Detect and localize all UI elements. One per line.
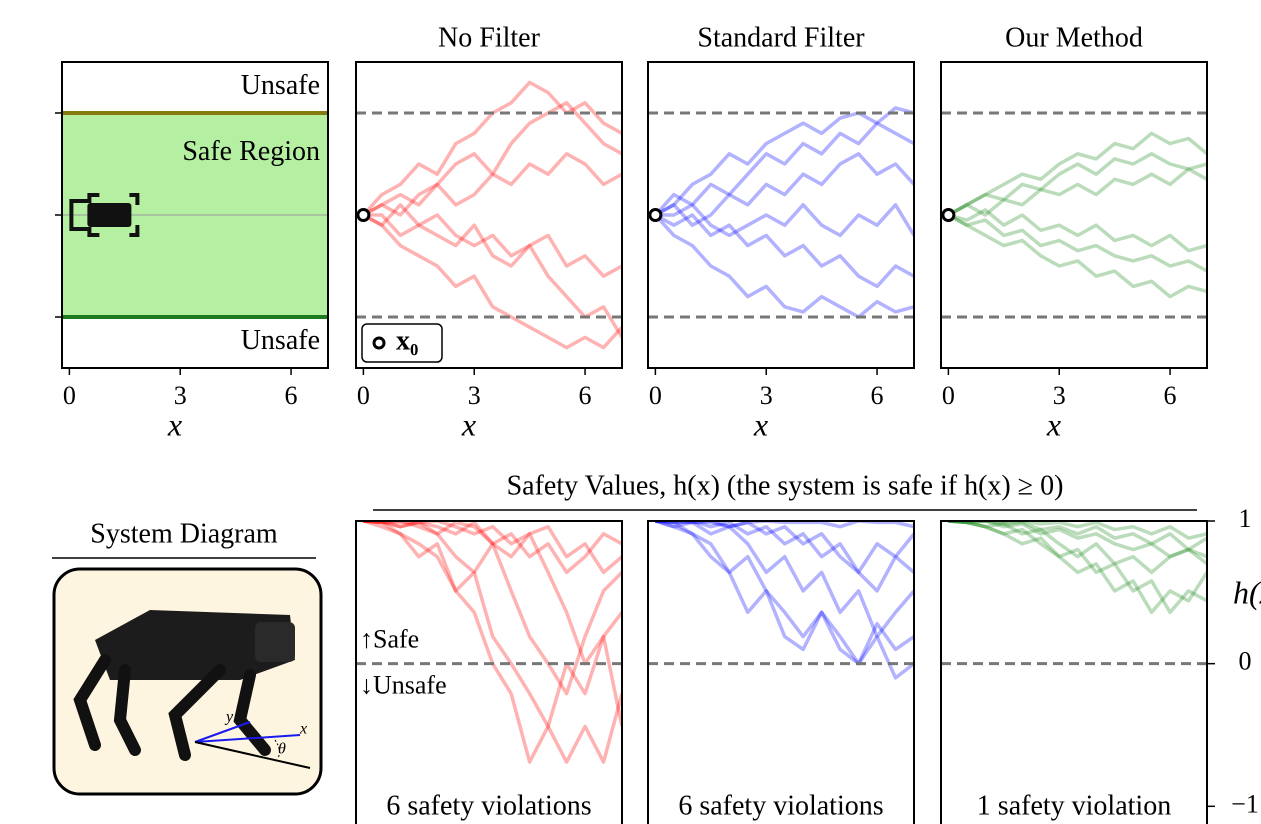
legend-box: [361, 323, 443, 363]
trajectory: [947, 152, 1207, 217]
violation-count: 6 safety violations: [386, 790, 591, 821]
start-marker: [356, 208, 371, 222]
region-label: ↓Unsafe: [360, 671, 447, 700]
region-label: ↑Safe: [360, 625, 419, 654]
axis-label: y: [224, 709, 234, 726]
start-marker: [941, 208, 956, 222]
trajectory: [654, 521, 914, 639]
trajectory: [654, 152, 914, 227]
trajectory: [654, 213, 914, 319]
trajectory: [947, 213, 1207, 299]
plot-area: [941, 521, 1207, 666]
note-bg: [650, 790, 912, 824]
trajectory: [654, 521, 914, 666]
plot-area: [356, 80, 622, 350]
trajectory: [363, 521, 622, 575]
panel-title: No Filter: [438, 22, 541, 53]
trajectory: [363, 521, 622, 575]
x-tick-label: 0: [63, 381, 76, 410]
panel-frame: [355, 520, 623, 824]
panel-frame: [61, 61, 329, 369]
x-axis-label: x: [167, 406, 182, 442]
y-axis-label: h(x): [1233, 575, 1261, 611]
panel-title: Our Method: [1005, 22, 1143, 53]
y-tick-label: 0: [1239, 647, 1252, 676]
region-label: Unsafe: [241, 70, 320, 101]
plot-area: [648, 106, 914, 319]
note-bg: [358, 790, 620, 824]
axis-label: θ: [278, 741, 286, 758]
trajectory: [947, 208, 1207, 253]
x-axis-label: x: [753, 406, 768, 442]
panel-frame: [355, 61, 623, 369]
panel-frame: [940, 61, 1208, 369]
panel-frame: [647, 520, 915, 824]
region-label: Safe Region: [182, 136, 320, 167]
robot-legs: [69, 193, 140, 237]
x-axis-label: x: [461, 406, 476, 442]
trajectory: [654, 213, 914, 289]
x-tick-label: 6: [1164, 381, 1177, 410]
start-marker: [648, 208, 663, 222]
trajectory: [362, 203, 622, 339]
legend-marker: [372, 336, 386, 350]
trajectory: [363, 213, 622, 278]
legend-label: x₀: [396, 325, 418, 356]
trajectory: [363, 521, 622, 727]
diagram-title: System Diagram: [90, 518, 278, 549]
trajectory: [655, 521, 914, 575]
trajectory: [363, 521, 622, 764]
x-tick-label: 3: [174, 381, 187, 410]
trajectory: [948, 521, 1207, 615]
trajectory: [362, 152, 622, 217]
region-label: Unsafe: [241, 325, 320, 356]
trajectory: [655, 521, 914, 680]
plot-area: [62, 111, 328, 319]
axis-label: x: [299, 721, 307, 738]
plot-area: [941, 111, 1207, 319]
note-bg: [943, 790, 1205, 824]
y-tick-label: −1: [1231, 789, 1259, 818]
x-tick-label: 3: [760, 381, 773, 410]
panel-frame: [647, 61, 915, 369]
trajectory: [363, 521, 622, 696]
trajectory: [947, 131, 1207, 217]
robot-body: [87, 203, 132, 227]
trajectory: [948, 521, 1207, 615]
trajectory: [655, 203, 914, 238]
x-tick-label: 6: [579, 381, 592, 410]
trajectory: [362, 213, 622, 350]
violation-count: 1 safety violation: [977, 790, 1171, 821]
plot-area: [356, 521, 622, 764]
x-axis-label: x: [1046, 406, 1061, 442]
trajectory: [654, 121, 914, 217]
x-tick-label: 3: [1053, 381, 1066, 410]
trajectory: [947, 167, 1207, 217]
trajectory: [948, 521, 1207, 575]
trajectory: [947, 213, 1207, 273]
panel-frame: [940, 520, 1208, 824]
x-tick-label: 0: [942, 381, 955, 410]
x-tick-label: 0: [357, 381, 370, 410]
violation-count: 6 safety violations: [678, 790, 883, 821]
plot-area: [648, 521, 914, 680]
robot-diagram: y x θ: [52, 567, 323, 796]
trajectory: [654, 106, 914, 217]
trajectory: [948, 521, 1207, 566]
x-tick-label: 6: [285, 381, 298, 410]
panel-title: Standard Filter: [697, 22, 865, 53]
trajectory: [362, 101, 622, 217]
safety-title: Safety Values, h(x) (the system is safe …: [507, 470, 1064, 501]
y-tick-label: 1: [1239, 504, 1252, 533]
x-tick-label: 6: [871, 381, 884, 410]
x-tick-label: 3: [468, 381, 481, 410]
trajectory: [655, 521, 914, 593]
x-tick-label: 0: [649, 381, 662, 410]
robot-icon: [69, 193, 140, 237]
